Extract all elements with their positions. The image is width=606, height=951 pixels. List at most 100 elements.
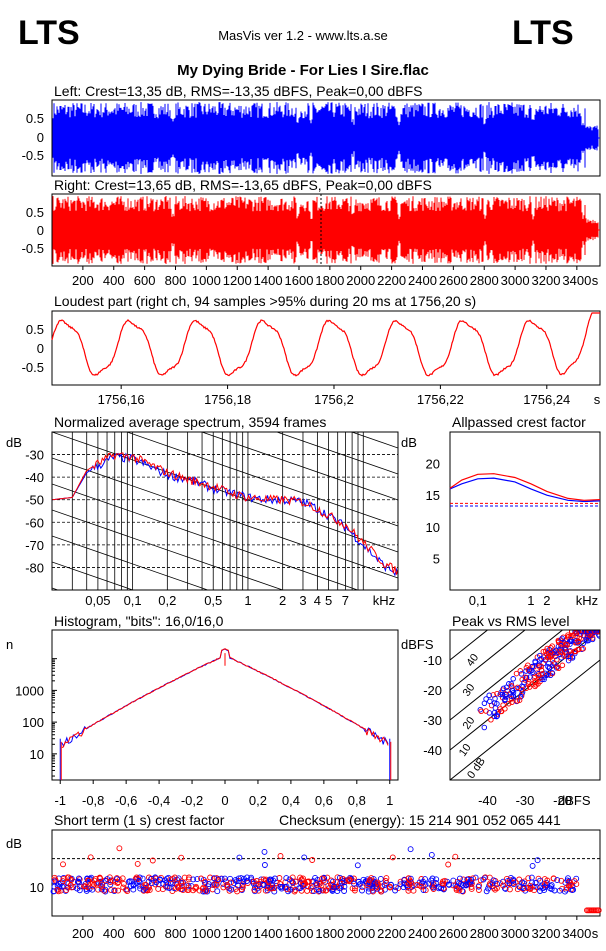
short-term-point xyxy=(468,880,475,887)
right-y-tick: 0.5 xyxy=(26,205,44,220)
peak-rms-point xyxy=(503,691,509,697)
peak-rms-x-tick: -40 xyxy=(478,793,497,808)
peak-rms-point xyxy=(523,668,529,674)
time-tick-label: 1400 xyxy=(254,273,283,288)
spectrum-y-tick: -70 xyxy=(25,538,44,553)
loud-tick-label: 1756,24 xyxy=(523,392,570,407)
short-term-point xyxy=(51,888,58,895)
short-term-point xyxy=(347,877,353,884)
peak-rms-frame xyxy=(449,629,601,781)
histogram-x-tick: -0,2 xyxy=(181,793,203,808)
spectrum-x-tick: 3 xyxy=(299,593,306,608)
short-term-x-tick: 200 xyxy=(72,926,94,941)
short-term-x-unit: s xyxy=(592,926,599,941)
spectrum-series xyxy=(51,452,399,577)
short-term-frame xyxy=(51,829,601,917)
peak-rms-diagonals xyxy=(450,630,600,780)
logo-right: LTS xyxy=(512,14,574,52)
short-term-point xyxy=(480,876,487,883)
spectrum-x-tick: 5 xyxy=(325,593,332,608)
short-term-point xyxy=(351,887,358,894)
short-term-point xyxy=(238,886,245,893)
short-term-x-tick: 3400 xyxy=(562,926,591,941)
peak-rms-point xyxy=(554,650,560,657)
peak-rms-point xyxy=(559,635,565,642)
loud-tick-label: 1756,22 xyxy=(417,392,464,407)
peak-rms-point xyxy=(532,683,538,690)
app-title: MasVis ver 1.2 - www.lts.a.se xyxy=(218,28,388,43)
peak-rms-point xyxy=(532,679,539,686)
short-term-point xyxy=(149,857,156,864)
peak-rms-point xyxy=(510,688,516,694)
short-term-point xyxy=(60,861,66,868)
crest-factor-frame xyxy=(449,431,601,591)
short-term-point xyxy=(510,877,517,884)
spectrum-slope-line xyxy=(350,432,398,449)
short-term-point xyxy=(422,876,428,883)
short-term-point xyxy=(457,881,464,887)
peak-rms-point xyxy=(508,683,515,689)
short-term-point xyxy=(128,878,135,885)
peak-rms-point xyxy=(538,663,545,670)
short-term-point xyxy=(334,874,341,881)
short-term-point xyxy=(537,877,544,884)
crest-factor-series: 20 15 10 5 0,1 1 2 kHz xyxy=(426,457,601,608)
short-term-point xyxy=(319,875,326,882)
short-term-point xyxy=(283,886,290,893)
short-term-point xyxy=(119,875,126,882)
short-term-point xyxy=(365,888,372,895)
peak-rms-point xyxy=(546,664,553,671)
short-term-point xyxy=(472,874,479,881)
loud-tick-label: 1756,18 xyxy=(204,392,251,407)
peak-rms-point xyxy=(508,696,515,702)
short-term-point xyxy=(205,881,212,887)
peak-rms-point xyxy=(591,630,597,636)
histogram-panel: Histogram, "bits": 16,0/16,0 n 100010010… xyxy=(6,613,399,808)
peak-rms-panel: Peak vs RMS level dBFS -10 -20 -30 -40 -40 -3… xyxy=(401,613,601,808)
short-term-point xyxy=(261,862,268,868)
peak-rms-diagonal xyxy=(450,630,564,721)
short-term-point xyxy=(68,875,75,882)
left-waveform-title: Left: Crest=13,35 dB, RMS=-13,35 dBFS, P… xyxy=(54,83,422,99)
crest-x-tick: 1 xyxy=(527,593,534,608)
short-term-point xyxy=(534,857,541,864)
short-term-point xyxy=(445,881,452,888)
histogram-x-tick: 0,6 xyxy=(315,793,333,808)
right-y-tick: -0.5 xyxy=(22,241,44,256)
left-y-tick: 0.5 xyxy=(26,111,44,126)
histogram-x-tick: 0 xyxy=(221,793,228,808)
short-term-point xyxy=(407,846,414,853)
short-term-point xyxy=(136,874,143,881)
peak-rms-point xyxy=(585,630,591,635)
short-term-point xyxy=(279,883,286,890)
short-term-point xyxy=(567,882,574,888)
peak-rms-point xyxy=(553,647,559,653)
loudest-part-line xyxy=(51,312,600,377)
peak-rms-point xyxy=(500,685,507,692)
peak-rms-point xyxy=(578,630,585,635)
short-term-point xyxy=(389,854,396,861)
short-term-point xyxy=(214,888,221,895)
short-term-point xyxy=(107,881,114,888)
spectrum-x-tick: 0,05 xyxy=(85,593,110,608)
right-y-tick: 0 xyxy=(37,223,44,238)
short-term-point xyxy=(240,875,247,882)
short-term-point xyxy=(564,877,571,884)
peak-rms-point xyxy=(561,640,568,646)
peak-rms-point xyxy=(478,708,484,715)
peak-rms-y-tick: -20 xyxy=(423,683,442,698)
short-term-point xyxy=(301,854,308,861)
peak-rms-point xyxy=(525,667,532,673)
short-term-point xyxy=(430,886,437,892)
short-term-point xyxy=(62,887,69,894)
short-term-point xyxy=(211,881,218,888)
short-term-point xyxy=(190,876,197,883)
peak-rms-point xyxy=(559,662,566,669)
short-term-point xyxy=(250,880,257,887)
peak-rms-point xyxy=(537,652,543,659)
short-term-point xyxy=(366,877,373,884)
short-term-x-tick: 2000 xyxy=(346,926,375,941)
short-term-point xyxy=(374,885,380,892)
short-term-point xyxy=(309,857,316,863)
short-term-point xyxy=(287,886,293,893)
